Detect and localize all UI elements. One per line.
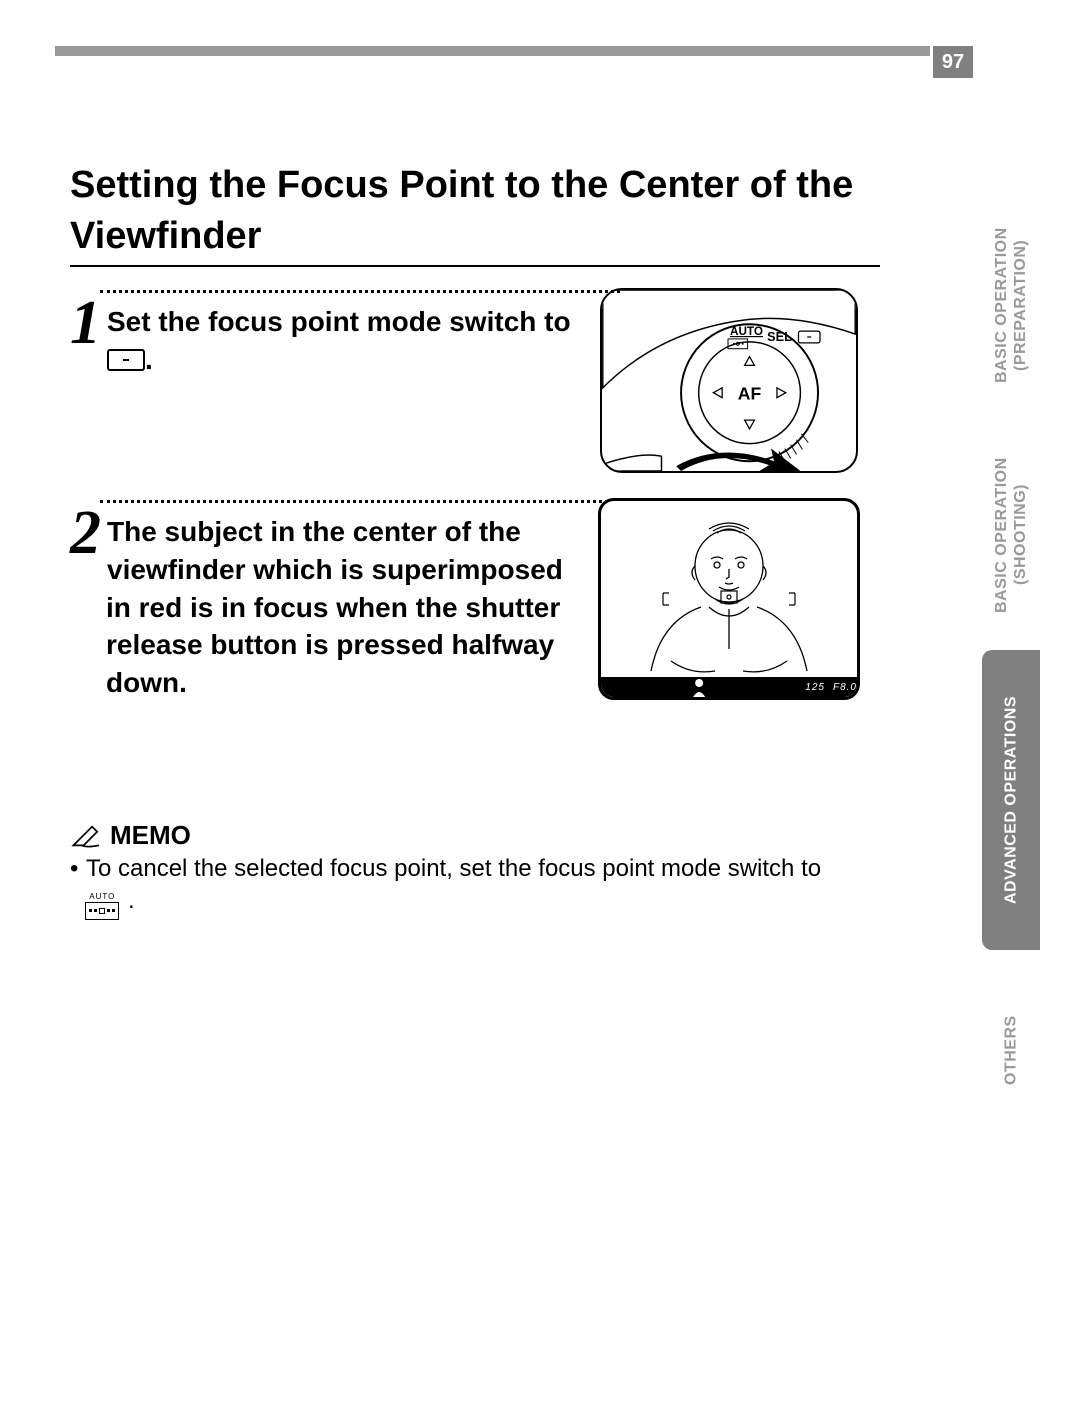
tab-basic-shoot[interactable]: BASIC OPERATION (SHOOTING) — [982, 420, 1040, 650]
vf-shutter: 125 — [805, 682, 825, 693]
tab-others[interactable]: OTHERS — [982, 970, 1040, 1130]
pencil-icon — [70, 823, 104, 849]
dotted-rule — [100, 500, 620, 503]
memo-body: •To cancel the selected focus point, set… — [70, 853, 860, 920]
viewfinder-info-bar: 125 F8.0 — [601, 677, 857, 697]
tab-advanced[interactable]: ADVANCED OPERATIONS — [982, 650, 1040, 950]
step-text: The subject in the center of the viewfin… — [106, 507, 576, 702]
center-mode-icon — [107, 349, 145, 371]
step-text: Set the focus point mode switch to . — [106, 297, 576, 379]
bullet: • — [70, 853, 86, 885]
memo-section: MEMO •To cancel the selected focus point… — [70, 820, 860, 920]
page-title: Setting the Focus Point to the Center of… — [70, 160, 870, 269]
step-number: 1 — [70, 297, 101, 350]
memo-heading: MEMO — [70, 820, 860, 851]
auto-label: AUTO — [85, 893, 119, 901]
viewfinder-diagram: 125 F8.0 — [598, 498, 860, 700]
step-text-after: . — [145, 344, 153, 375]
vf-aperture: F8.0 — [833, 682, 857, 693]
dial-sel-label: SEL — [767, 329, 792, 344]
page-number: 97 — [933, 46, 973, 78]
tab-basic-prep[interactable]: BASIC OPERATION (PREPARATION) — [982, 190, 1040, 420]
dial-diagram: AUTO SEL AF — [600, 288, 858, 473]
memo-heading-text: MEMO — [110, 820, 191, 851]
header-bar — [55, 46, 930, 56]
memo-text-after: . — [128, 887, 135, 914]
dial-af-label: AF — [738, 384, 762, 404]
title-underline — [70, 265, 880, 267]
dotted-rule — [100, 290, 620, 293]
step-text-before: Set the focus point mode switch to — [107, 306, 571, 337]
memo-text-before: To cancel the selected focus point, set … — [86, 855, 821, 882]
dial-auto-label: AUTO — [730, 325, 763, 338]
step-number: 2 — [70, 507, 101, 560]
side-tabs: BASIC OPERATION (PREPARATION) BASIC OPER… — [982, 190, 1040, 1130]
auto-mode-icon: AUTO — [85, 893, 119, 920]
